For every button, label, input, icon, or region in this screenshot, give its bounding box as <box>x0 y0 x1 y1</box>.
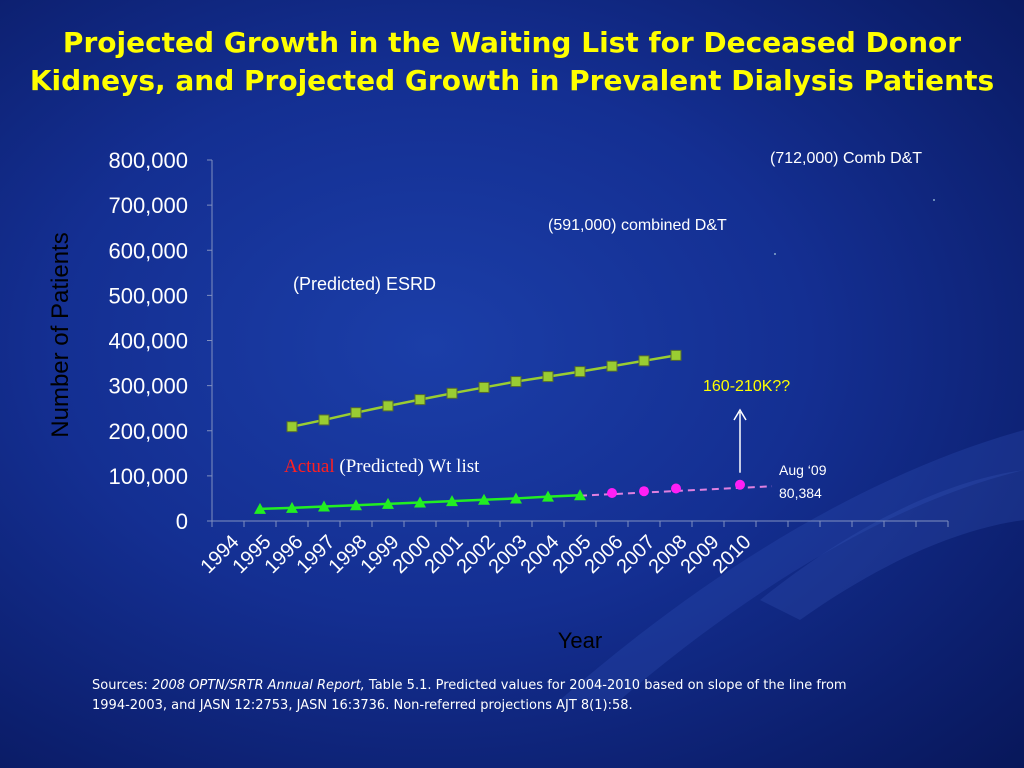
y-tick-label: 300,000 <box>108 374 188 399</box>
esrd-point <box>382 400 394 412</box>
esrd-point <box>414 394 426 406</box>
esrd-point <box>446 387 458 399</box>
actual-point <box>478 493 490 505</box>
chart-annotations: (712,000) Comb D&T (591,000) combined D&T… <box>284 150 922 501</box>
x-axis-title: Year <box>558 628 602 653</box>
x-tick-label: 2010 <box>709 531 756 578</box>
annotation-range: 160-210K?? <box>703 378 790 395</box>
predicted-point <box>671 483 681 494</box>
sources-rest: Table 5.1. Predicted values for 2004-201… <box>364 678 847 693</box>
actual-point <box>414 496 426 508</box>
actual-point <box>350 499 362 511</box>
title-line-2: Kidneys, and Projected Growth in Prevale… <box>29 64 995 97</box>
annotation-combined-dt: (591,000) combined D&T <box>548 217 727 234</box>
annotation-waitlist: Actual (Predicted) Wt list <box>284 456 480 477</box>
annotation-wt-list: (Predicted) Wt list <box>335 456 480 477</box>
actual-point <box>286 501 298 513</box>
y-tick-label: 600,000 <box>108 238 188 263</box>
actual-point <box>446 495 458 507</box>
y-tick-label: 700,000 <box>108 193 188 218</box>
esrd-point <box>286 421 298 433</box>
y-tick-label: 800,000 <box>108 148 188 173</box>
annotation-aug09: Aug ‘09 <box>779 462 827 478</box>
sources-report: 2008 OPTN/SRTR Annual Report, <box>151 678 365 693</box>
actual-point <box>542 490 554 502</box>
actual-point <box>254 502 266 514</box>
actual-point <box>510 492 522 504</box>
esrd-point <box>574 366 586 378</box>
esrd-point <box>638 355 650 367</box>
predicted-point <box>639 486 649 497</box>
sources-prefix: Sources: <box>92 678 152 693</box>
esrd-point <box>606 360 618 372</box>
chart-marks <box>254 199 935 514</box>
chart-axes: 0 100,000 200,000 300,000 400,000 500,000 600,… <box>47 148 949 653</box>
marker-dot <box>933 199 935 201</box>
esrd-point <box>542 371 554 383</box>
esrd-point <box>670 349 682 361</box>
esrd-point <box>478 381 490 393</box>
annotation-comb-dt: (712,000) Comb D&T <box>770 150 922 167</box>
esrd-point <box>510 376 522 388</box>
title-line-1: Projected Growth in the Waiting List for… <box>62 26 962 59</box>
marker-dot <box>774 253 776 255</box>
y-tick-label: 0 <box>176 509 188 534</box>
esrd-point <box>318 414 330 426</box>
predicted-point <box>607 488 617 499</box>
y-tick-label: 500,000 <box>108 283 188 308</box>
esrd-point <box>350 407 362 419</box>
y-tick-label: 100,000 <box>108 464 188 489</box>
y-axis-title: Number of Patients <box>47 232 74 437</box>
projection-arrow-head <box>733 408 747 421</box>
y-tick-label: 400,000 <box>108 329 188 354</box>
slide-title: Projected Growth in the Waiting List for… <box>20 24 1004 100</box>
annotation-aug09-value: 80,384 <box>779 485 822 501</box>
y-tick-label: 200,000 <box>108 419 188 444</box>
actual-point <box>382 497 394 509</box>
annotation-actual-word: Actual <box>284 456 335 477</box>
sources-line-2: 1994-2003, and JASN 12:2753, JASN 16:373… <box>92 698 633 713</box>
actual-point <box>318 500 330 512</box>
predicted-point <box>735 479 745 490</box>
sources-note: Sources: 2008 OPTN/SRTR Annual Report, T… <box>92 676 932 716</box>
annotation-esrd: (Predicted) ESRD <box>293 274 436 294</box>
actual-point <box>574 489 586 501</box>
